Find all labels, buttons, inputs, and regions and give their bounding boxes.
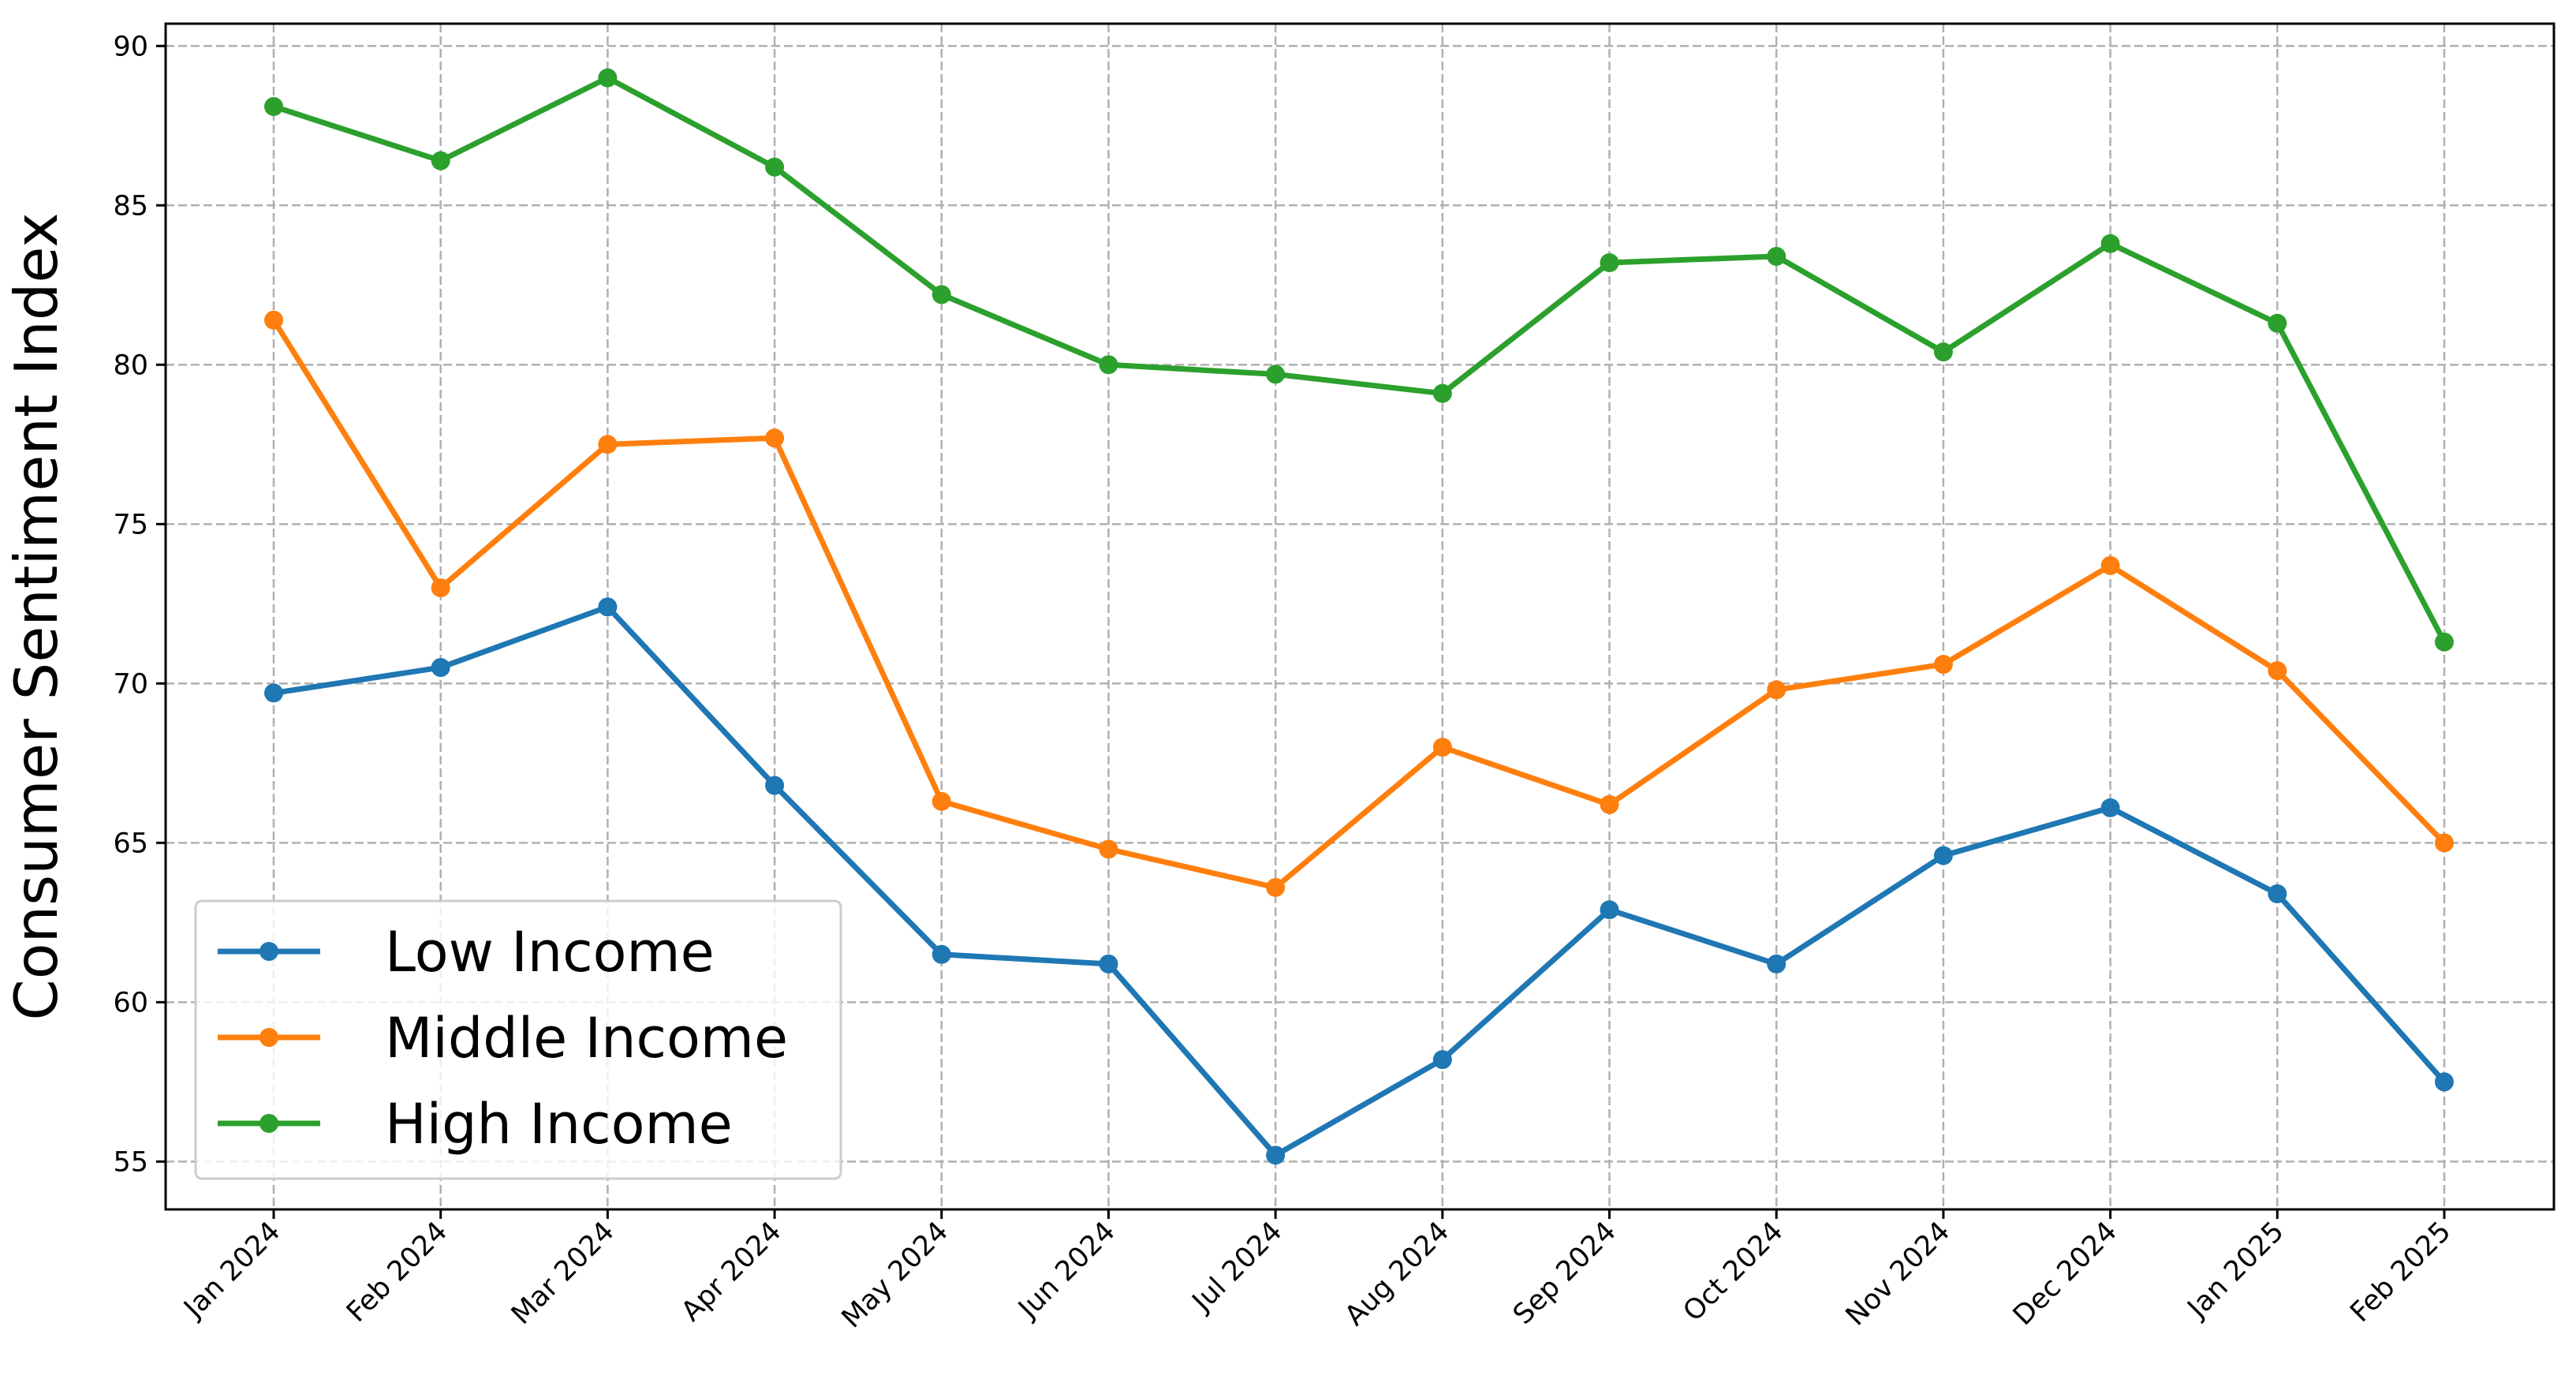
x-tick-label: Apr 2024: [675, 1216, 787, 1328]
y-axis-title: Consumer Sentiment Index: [2, 212, 71, 1020]
data-point: [264, 97, 283, 117]
legend: Low Income Middle Income High Income: [194, 899, 842, 1180]
x-tick-label: Sep 2024: [1507, 1216, 1622, 1331]
data-point: [1266, 877, 1286, 897]
legend-marker: [259, 1114, 278, 1133]
data-point: [1266, 1145, 1286, 1165]
grid: [166, 24, 2554, 1209]
data-point: [264, 683, 283, 703]
data-point: [1933, 655, 1953, 675]
legend-box: [194, 899, 842, 1180]
data-point: [1432, 383, 1452, 403]
data-point: [1767, 246, 1786, 266]
x-tick-label: Jul 2024: [1185, 1216, 1288, 1318]
legend-label: Low Income: [385, 920, 715, 985]
data-point: [431, 658, 450, 678]
legend-entry: Low Income: [218, 920, 715, 985]
data-point: [431, 578, 450, 598]
data-point: [431, 151, 450, 170]
data-point: [2435, 833, 2454, 853]
plot-frame: [164, 22, 2555, 1211]
data-point: [598, 597, 618, 617]
data-point: [2100, 234, 2120, 253]
series-line: [271, 604, 2447, 1158]
x-tick-label: Dec 2024: [2007, 1216, 2123, 1332]
data-point: [931, 791, 951, 811]
legend-marker: [259, 1028, 278, 1047]
data-point: [1600, 794, 1619, 814]
x-tick-label: Jan 2025: [2181, 1216, 2290, 1325]
data-point: [1767, 954, 1786, 974]
data-point: [1099, 839, 1118, 859]
legend-entry: Middle Income: [218, 1006, 788, 1071]
data-point: [264, 310, 283, 330]
data-point: [2435, 632, 2454, 652]
x-tick-label: May 2024: [836, 1216, 954, 1334]
y-tick-label: 55: [113, 1146, 148, 1178]
data-point: [1600, 253, 1619, 273]
data-point: [931, 944, 951, 964]
data-point: [765, 428, 785, 448]
data-point: [1432, 738, 1452, 757]
y-tick-label: 85: [113, 190, 148, 222]
legend-entry: High Income: [218, 1092, 733, 1157]
series-middle-income: [264, 310, 2454, 897]
x-tick-label: Feb 2025: [2344, 1216, 2457, 1329]
data-point: [1767, 680, 1786, 700]
y-tick-label: 70: [113, 668, 148, 700]
x-tick-label: Nov 2024: [1840, 1216, 1956, 1332]
series-high-income: [264, 68, 2454, 652]
data-point: [2100, 798, 2120, 817]
data-point: [1266, 364, 1286, 384]
y-tick-label: 60: [113, 987, 148, 1018]
x-tick-label: Jan 2024: [177, 1216, 287, 1325]
data-point: [2268, 661, 2287, 681]
y-tick-label: 90: [113, 31, 148, 62]
data-point: [1099, 355, 1118, 375]
x-tick-label: Feb 2024: [341, 1216, 454, 1329]
x-tick-label: Mar 2024: [506, 1216, 621, 1331]
y-tick-label: 75: [113, 509, 148, 540]
data-point: [1933, 342, 1953, 362]
legend-label: Middle Income: [385, 1006, 788, 1071]
data-point: [1933, 846, 1953, 865]
data-point: [598, 435, 618, 454]
data-point: [2435, 1072, 2454, 1092]
data-point: [1600, 900, 1619, 920]
y-tick-label: 80: [113, 349, 148, 381]
data-point: [2100, 555, 2120, 575]
series-low-income: [264, 597, 2454, 1165]
series-line: [271, 75, 2447, 645]
data-point: [1099, 954, 1118, 974]
data-point: [2268, 313, 2287, 333]
series-line: [271, 317, 2447, 891]
data-point: [598, 68, 618, 88]
x-tick-label: Aug 2024: [1339, 1216, 1455, 1332]
legend-label: High Income: [385, 1092, 733, 1157]
data-point: [765, 157, 785, 177]
x-tick-label: Oct 2024: [1678, 1216, 1790, 1328]
x-tick-label: Jun 2024: [1012, 1216, 1122, 1325]
data-point: [765, 775, 785, 795]
data-point: [931, 285, 951, 305]
series-layer: [264, 68, 2454, 1165]
legend-marker: [259, 942, 278, 961]
y-tick-label: 65: [113, 828, 148, 859]
data-point: [1432, 1050, 1452, 1070]
data-point: [2268, 884, 2287, 904]
